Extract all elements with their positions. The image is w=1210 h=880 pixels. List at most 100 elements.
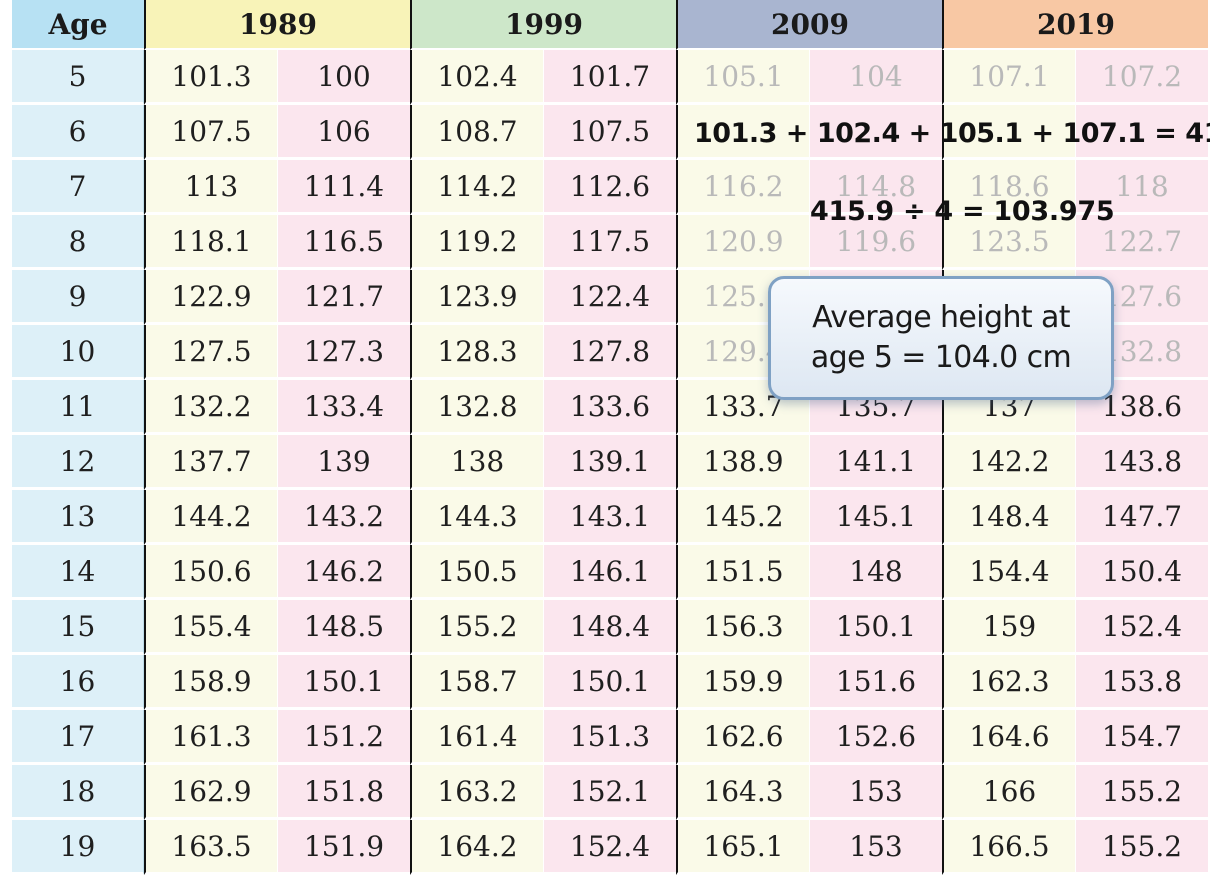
value-cell-boys: 150.6 [144, 545, 277, 600]
sum-equation: 101.3 + 102.4 + 105.1 + 107.1 = 415.9 [694, 118, 1210, 149]
value-cell-boys: 159.9 [676, 655, 809, 710]
value-cell-boys: 133.7 [676, 380, 809, 435]
value-cell-boys: 161.4 [410, 710, 543, 765]
age-cell: 5 [12, 50, 144, 105]
value-cell-girls: 153 [809, 820, 942, 875]
value-cell-girls: 100 [277, 50, 410, 105]
value-cell-boys: 107.1 [942, 50, 1075, 105]
value-cell-girls: 122.7 [1075, 215, 1208, 270]
value-cell-girls: 107.5 [543, 105, 676, 160]
value-cell-girls: 151.3 [543, 710, 676, 765]
value-cell-boys: 144.3 [410, 490, 543, 545]
value-cell-boys: 164.2 [410, 820, 543, 875]
age-cell: 13 [12, 490, 144, 545]
value-cell-girls: 152.6 [809, 710, 942, 765]
value-cell-girls: 127.8 [543, 325, 676, 380]
value-cell-girls: 155.2 [1075, 765, 1208, 820]
value-cell-girls: 151.6 [809, 655, 942, 710]
callout-line-2: age 5 = 104.0 cm [810, 340, 1072, 375]
table-row: 18 162.9 151.8 163.2 152.1 164.3 153 166 155.2 [12, 765, 1208, 820]
age-cell: 17 [12, 710, 144, 765]
value-cell-girls [1075, 105, 1208, 160]
header-year-1989: 1989 [144, 0, 410, 50]
division-equation: 415.9 ÷ 4 = 103.975 [810, 196, 1115, 227]
value-cell-girls: 150.1 [809, 600, 942, 655]
age-cell: 10 [12, 325, 144, 380]
value-cell-girls: 152.4 [1075, 600, 1208, 655]
value-cell-boys: 144.2 [144, 490, 277, 545]
value-cell-boys: 119.2 [410, 215, 543, 270]
value-cell-boys: 132.2 [144, 380, 277, 435]
header-age: Age [12, 0, 144, 50]
value-cell-girls: 151.9 [277, 820, 410, 875]
value-cell-boys: 123.5 [942, 215, 1075, 270]
value-cell-girls: 146.2 [277, 545, 410, 600]
value-cell-girls: 141.1 [809, 435, 942, 490]
table-row: 16 158.9 150.1 158.7 150.1 159.9 151.6 162.3 153… [12, 655, 1208, 710]
table-row: 8 118.1 116.5 119.2 117.5 120.9 119.6 123.5 122.… [12, 215, 1208, 270]
value-cell-girls: 143.2 [277, 490, 410, 545]
value-cell-girls: 153.8 [1075, 655, 1208, 710]
value-cell-boys: 132.8 [410, 380, 543, 435]
value-cell-girls: 146.1 [543, 545, 676, 600]
value-cell-boys [942, 105, 1075, 160]
age-cell: 18 [12, 765, 144, 820]
value-cell-boys: 107.5 [144, 105, 277, 160]
age-cell: 8 [12, 215, 144, 270]
value-cell-girls: 143.8 [1075, 435, 1208, 490]
value-cell-girls: 147.7 [1075, 490, 1208, 545]
value-cell-girls: 148 [809, 545, 942, 600]
value-cell-boys: 164.3 [676, 765, 809, 820]
value-cell-girls: 133.6 [543, 380, 676, 435]
callout-line-1: Average height at [812, 300, 1070, 335]
value-cell-girls: 153 [809, 765, 942, 820]
table-row: 12 137.7 139 138 139.1 138.9 141.1 142.2 143.8 [12, 435, 1208, 490]
header-year-1999: 1999 [410, 0, 676, 50]
age-cell: 19 [12, 820, 144, 875]
value-cell-boys: 164.6 [942, 710, 1075, 765]
value-cell-girls: 111.4 [277, 160, 410, 215]
value-cell-girls: 145.1 [809, 490, 942, 545]
value-cell-boys: 156.3 [676, 600, 809, 655]
value-cell-girls: 121.7 [277, 270, 410, 325]
value-cell-boys: 162.6 [676, 710, 809, 765]
value-cell-boys: 137.7 [144, 435, 277, 490]
value-cell-girls: 116.5 [277, 215, 410, 270]
value-cell-boys: 118.1 [144, 215, 277, 270]
table-row: 17 161.3 151.2 161.4 151.3 162.6 152.6 164.6 154… [12, 710, 1208, 765]
age-cell: 14 [12, 545, 144, 600]
value-cell-girls: 112.6 [543, 160, 676, 215]
value-cell-girls: 150.1 [543, 655, 676, 710]
value-cell-boys: 162.9 [144, 765, 277, 820]
value-cell-boys: 138.9 [676, 435, 809, 490]
value-cell-boys [676, 105, 809, 160]
value-cell-boys: 166 [942, 765, 1075, 820]
value-cell-boys: 158.7 [410, 655, 543, 710]
value-cell-girls: 150.1 [277, 655, 410, 710]
height-table: Age 1989 1999 2009 2019 5 101.3 100 102.4 10… [12, 0, 1208, 875]
value-cell-boys: 114.2 [410, 160, 543, 215]
age-cell: 16 [12, 655, 144, 710]
value-cell-girls: 104 [809, 50, 942, 105]
value-cell-girls: 154.7 [1075, 710, 1208, 765]
value-cell-boys: 113 [144, 160, 277, 215]
value-cell-boys: 128.3 [410, 325, 543, 380]
value-cell-girls: 133.4 [277, 380, 410, 435]
value-cell-boys: 127.5 [144, 325, 277, 380]
header-year-2019: 2019 [942, 0, 1208, 50]
value-cell-boys: 151.5 [676, 545, 809, 600]
value-cell-girls: 139 [277, 435, 410, 490]
value-cell-boys: 155.2 [410, 600, 543, 655]
value-cell-boys: 116.2 [676, 160, 809, 215]
value-cell-girls: 139.1 [543, 435, 676, 490]
value-cell-girls: 119.6 [809, 215, 942, 270]
value-cell-girls: 106 [277, 105, 410, 160]
value-cell-boys: 142.2 [942, 435, 1075, 490]
table-row: 19 163.5 151.9 164.2 152.4 165.1 153 166.5 155.2 [12, 820, 1208, 875]
age-cell: 11 [12, 380, 144, 435]
value-cell-girls: 150.4 [1075, 545, 1208, 600]
value-cell-boys: 122.9 [144, 270, 277, 325]
value-cell-boys: 166.5 [942, 820, 1075, 875]
value-cell-girls: 122.4 [543, 270, 676, 325]
value-cell-girls: 143.1 [543, 490, 676, 545]
